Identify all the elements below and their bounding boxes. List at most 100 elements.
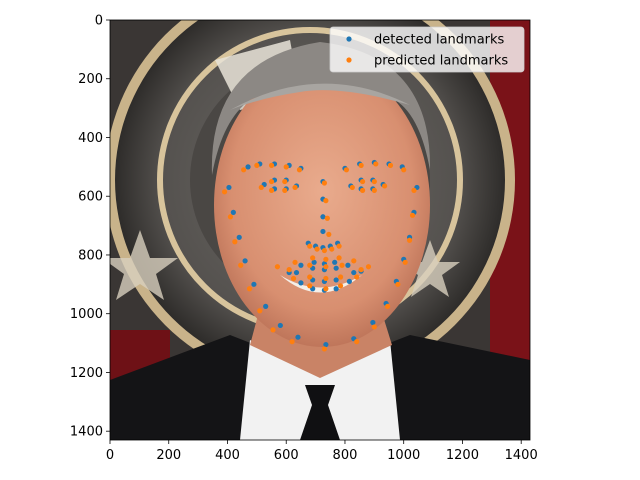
x-tick-label: 1200 [446,448,479,463]
point-predicted-landmarks [221,189,228,195]
point-predicted-landmarks [232,239,238,245]
point-predicted-landmarks [401,167,407,173]
x-tick-label: 1000 [387,448,420,463]
point-predicted-landmarks [282,178,288,185]
point-predicted-landmarks [323,198,329,204]
y-tick-label: 1000 [70,307,103,322]
point-predicted-landmarks [257,308,263,314]
point-detected-landmarks [323,341,329,348]
point-detected-landmarks [345,262,351,268]
point-predicted-landmarks [310,255,316,261]
point-detected-landmarks [298,280,304,286]
point-detected-landmarks [370,319,376,326]
point-detected-landmarks [236,234,242,240]
x-tick-label: 400 [215,448,240,463]
legend-label-predicted: predicted landmarks [374,54,508,69]
point-predicted-landmarks [329,246,335,252]
point-detected-landmarks [332,259,338,265]
point-predicted-landmarks [359,178,366,185]
y-tick-label: 800 [78,248,103,263]
point-predicted-landmarks [387,162,394,168]
point-predicted-landmarks [371,187,377,193]
x-tick-label: 0 [106,448,114,463]
point-predicted-landmarks [268,178,275,185]
point-predicted-landmarks [365,264,372,270]
background-photo [110,20,530,440]
point-predicted-landmarks [292,259,298,265]
point-predicted-landmarks [289,339,295,345]
point-predicted-landmarks [382,183,388,189]
point-predicted-landmarks [296,167,303,173]
point-predicted-landmarks [323,286,329,292]
point-predicted-landmarks [241,167,247,173]
point-detected-landmarks [311,259,317,265]
point-predicted-landmarks [314,246,320,252]
point-predicted-landmarks [307,262,313,268]
point-predicted-landmarks [307,243,313,249]
point-detected-landmarks [295,334,301,340]
point-detected-landmarks [346,278,352,284]
x-tick-label: 600 [274,448,299,463]
point-predicted-landmarks [349,184,355,191]
point-predicted-landmarks [254,162,260,168]
point-predicted-landmarks [307,274,313,280]
point-predicted-landmarks [323,264,329,270]
point-predicted-landmarks [371,178,377,185]
point-predicted-landmarks [307,283,313,289]
point-predicted-landmarks [337,283,344,289]
point-predicted-landmarks [411,187,417,193]
y-tick-label: 200 [78,72,103,87]
point-predicted-landmarks [395,281,401,287]
x-tick-label: 1400 [505,448,538,463]
point-predicted-landmarks [321,180,328,186]
point-predicted-landmarks [354,339,360,345]
point-detected-landmarks [245,164,251,170]
point-predicted-landmarks [323,275,329,282]
y-tick-label: 600 [78,190,103,205]
x-tick-label: 800 [333,448,358,463]
point-predicted-landmarks [292,184,298,191]
point-predicted-landmarks [337,274,344,280]
point-predicted-landmarks [290,275,297,282]
point-predicted-landmarks [339,262,345,268]
y-tick-label: 0 [95,14,103,29]
point-detected-landmarks [333,286,339,292]
point-predicted-landmarks [227,214,234,220]
point-predicted-landmarks [354,274,360,280]
point-predicted-landmarks [384,303,391,309]
legend-marker-predicted [346,57,352,63]
point-predicted-landmarks [323,256,329,262]
x-axis: 0 200 400 600 800 1000 1200 1400 [106,440,538,463]
point-detected-landmarks [298,262,304,268]
point-detected-landmarks [293,269,300,276]
legend-label-detected: detected landmarks [374,33,505,48]
point-predicted-landmarks [268,187,275,193]
point-detected-landmarks [320,214,326,220]
point-predicted-landmarks [351,258,357,264]
point-predicted-landmarks [358,267,364,273]
point-predicted-landmarks [373,161,379,167]
point-predicted-landmarks [336,243,342,249]
y-tick-label: 400 [78,131,103,146]
point-predicted-landmarks [326,231,332,238]
point-predicted-landmarks [321,346,328,352]
point-predicted-landmarks [402,259,408,265]
point-predicted-landmarks [371,324,377,330]
point-predicted-landmarks [274,264,281,270]
point-detected-landmarks [226,184,232,191]
x-tick-label: 200 [156,448,181,463]
point-detected-landmarks [277,322,283,329]
legend: detected landmarks predicted landmarks [329,26,525,73]
point-predicted-landmarks [321,247,328,254]
y-tick-label: 1200 [70,366,103,381]
point-predicted-landmarks [324,215,330,221]
point-predicted-landmarks [258,184,264,191]
point-predicted-landmarks [358,162,364,168]
point-predicted-landmarks [359,187,366,193]
point-detected-landmarks [263,303,269,309]
point-predicted-landmarks [246,286,253,292]
legend-marker-detected [346,36,352,42]
point-detected-landmarks [351,269,357,276]
legend-box [329,26,525,73]
